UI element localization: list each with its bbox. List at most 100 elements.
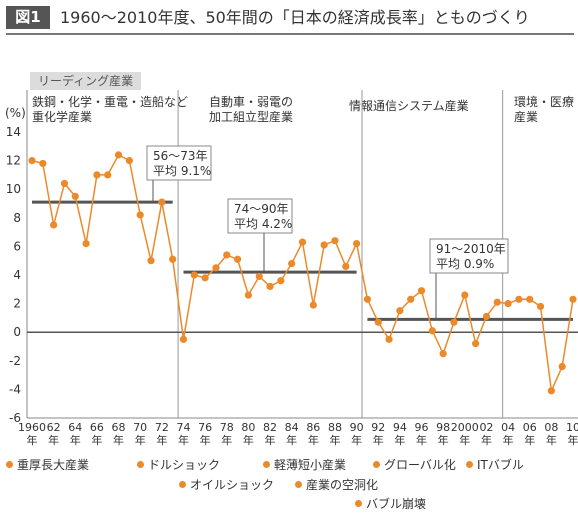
data-point (266, 282, 274, 291)
x-tick-label: 年 (135, 433, 146, 447)
x-tick-label: 02 (479, 421, 493, 434)
x-tick-label: 年 (481, 433, 492, 447)
x-tick-label: 90 (350, 421, 364, 434)
x-tick-label: 年 (568, 433, 578, 447)
legend-item: ドルショック (137, 457, 220, 473)
x-tick-label: 70 (133, 421, 147, 434)
data-point (277, 277, 285, 285)
x-tick-label: 72 (155, 421, 169, 434)
x-tick-label: 年 (416, 433, 427, 447)
title-underline (6, 33, 574, 35)
data-point (493, 298, 501, 306)
x-tick-label: 年 (265, 433, 276, 447)
data-point (439, 350, 447, 358)
data-point (288, 259, 296, 268)
data-point (201, 274, 209, 282)
y-tick-label: 6 (13, 239, 21, 253)
legend-marker (263, 461, 270, 468)
y-tick-label: -4 (9, 382, 21, 396)
callout-box (227, 198, 293, 234)
data-point (342, 262, 350, 271)
data-point (353, 239, 361, 248)
x-tick-label: 66 (90, 421, 104, 434)
legend-item: オイルショック (179, 477, 274, 493)
callout-range: 56〜73年 (153, 149, 208, 163)
legend-label: 軽薄短小産業 (274, 458, 347, 472)
callout-range: 74〜90年 (234, 202, 289, 216)
legend-label: ドルショック (148, 458, 221, 472)
legend-label: オイルショック (190, 478, 275, 492)
x-tick-label: 年 (156, 433, 167, 447)
data-point (104, 171, 112, 179)
x-tick-label: 年 (524, 433, 535, 447)
x-tick-label: 78 (220, 421, 234, 434)
legend-marker (179, 481, 186, 488)
y-tick-label: 10 (6, 182, 21, 196)
callout-average: 平均 9.1% (153, 164, 211, 178)
legend-label: バブル崩壊 (366, 497, 427, 511)
figure-title: 1960〜2010年度、50年間の「日本の経済成長率」とものづくり (60, 8, 530, 27)
x-tick-label: 年 (286, 433, 297, 447)
x-tick-label: 年 (221, 433, 232, 447)
data-point (233, 255, 242, 263)
x-tick-label: 年 (178, 433, 189, 447)
x-tick-label: 62 (47, 421, 61, 434)
callout-range: 91〜2010年 (436, 242, 506, 256)
legend-label: ITバブル (477, 458, 524, 472)
data-point (569, 295, 577, 303)
callout-box (146, 145, 212, 181)
y-tick-label: 0 (13, 325, 21, 339)
callout-box (429, 238, 509, 274)
y-tick-label: -6 (9, 411, 21, 425)
callout-average: 平均 4.2% (234, 217, 292, 231)
x-tick-label: 86 (306, 421, 320, 434)
y-tick-label: 12 (6, 154, 21, 168)
data-point (93, 171, 101, 179)
data-point (450, 318, 458, 326)
x-tick-label: 年 (200, 433, 211, 447)
data-point (331, 237, 339, 245)
x-tick-label: 年 (113, 433, 124, 447)
leading-industry-tag: リーディング産業 (30, 72, 142, 90)
data-point (547, 387, 555, 395)
x-tick-label: 92 (371, 421, 385, 434)
x-tick-label: 年 (27, 433, 38, 447)
legend-marker (295, 481, 302, 488)
data-point (190, 271, 198, 279)
legend-label: グローバル化 (384, 458, 456, 472)
data-point (558, 362, 566, 371)
y-tick-label: 8 (13, 211, 21, 225)
data-point (114, 151, 123, 159)
data-point (407, 295, 415, 303)
x-tick-label: 06 (523, 421, 537, 434)
legend-item: 重厚長大産業 (6, 457, 89, 473)
data-point (515, 295, 523, 303)
data-point (482, 312, 491, 321)
legend-label: 重厚長大産業 (17, 458, 90, 472)
legend-marker (137, 461, 144, 468)
callout-average: 平均 0.9% (436, 257, 494, 271)
era-label-environment-medical: 環境・医療 産業 (514, 95, 575, 124)
data-point (50, 221, 58, 229)
legend-item: ITバブル (466, 457, 524, 473)
x-tick-label: 68 (112, 421, 126, 434)
data-point (71, 192, 79, 200)
x-tick-label: 64 (68, 421, 82, 434)
data-point (417, 287, 426, 295)
x-tick-label: 年 (438, 433, 449, 447)
data-point (147, 257, 155, 265)
y-tick-label: -2 (9, 354, 21, 368)
data-point (179, 335, 188, 343)
data-point (536, 302, 545, 311)
x-tick-label: 年 (503, 433, 514, 447)
figure-badge: 図1 (6, 6, 50, 29)
legend-label: 産業の空洞化 (306, 478, 379, 492)
legend-item: グローバル化 (373, 457, 456, 473)
data-point (461, 291, 469, 299)
data-point (298, 238, 307, 246)
x-tick-label: 年 (70, 433, 81, 447)
era-label-heavy-industry: 鉄鋼・化学・重電・造船など 重化学産業 (32, 95, 189, 124)
y-axis-label: (%) (5, 106, 26, 120)
